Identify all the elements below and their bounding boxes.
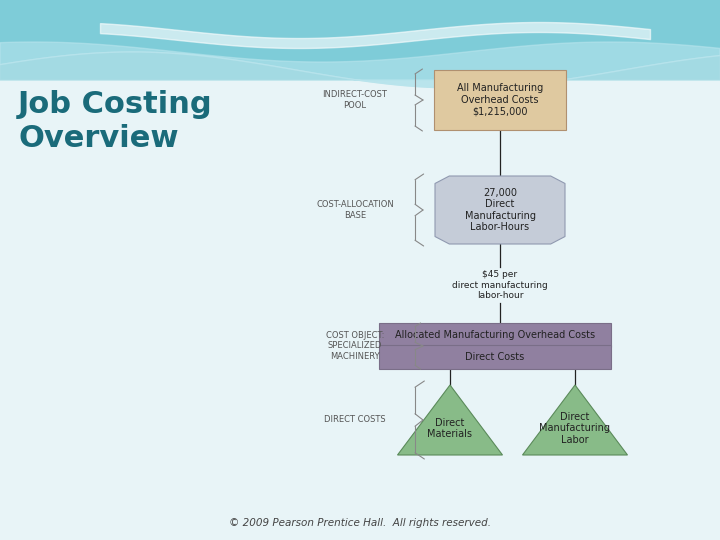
FancyBboxPatch shape bbox=[379, 345, 611, 369]
FancyBboxPatch shape bbox=[379, 323, 611, 347]
Text: © 2009 Pearson Prentice Hall.  All rights reserved.: © 2009 Pearson Prentice Hall. All rights… bbox=[229, 518, 491, 528]
Text: COST-ALLOCATION
BASE: COST-ALLOCATION BASE bbox=[316, 200, 394, 220]
Text: Direct Costs: Direct Costs bbox=[465, 352, 525, 362]
Text: DIRECT COSTS: DIRECT COSTS bbox=[324, 415, 386, 424]
Text: INDIRECT-COST
POOL: INDIRECT-COST POOL bbox=[323, 90, 387, 110]
Polygon shape bbox=[435, 176, 565, 244]
Text: 27,000
Direct
Manufacturing
Labor-Hours: 27,000 Direct Manufacturing Labor-Hours bbox=[464, 187, 536, 232]
Text: $45 per
direct manufacturing
labor-hour: $45 per direct manufacturing labor-hour bbox=[452, 270, 548, 300]
Polygon shape bbox=[397, 385, 503, 455]
Text: Direct
Manufacturing
Labor: Direct Manufacturing Labor bbox=[539, 412, 611, 445]
Text: All Manufacturing
Overhead Costs
$1,215,000: All Manufacturing Overhead Costs $1,215,… bbox=[457, 83, 543, 117]
FancyBboxPatch shape bbox=[434, 70, 566, 130]
Bar bbox=[0, 0, 720, 80]
Text: Allocated Manufacturing Overhead Costs: Allocated Manufacturing Overhead Costs bbox=[395, 330, 595, 340]
Text: Direct
Materials: Direct Materials bbox=[428, 417, 472, 439]
Text: COST OBJECT:
SPECIALIZED
MACHINERY: COST OBJECT: SPECIALIZED MACHINERY bbox=[326, 331, 384, 361]
Text: Job Costing
Overview: Job Costing Overview bbox=[18, 90, 212, 153]
Polygon shape bbox=[523, 385, 628, 455]
